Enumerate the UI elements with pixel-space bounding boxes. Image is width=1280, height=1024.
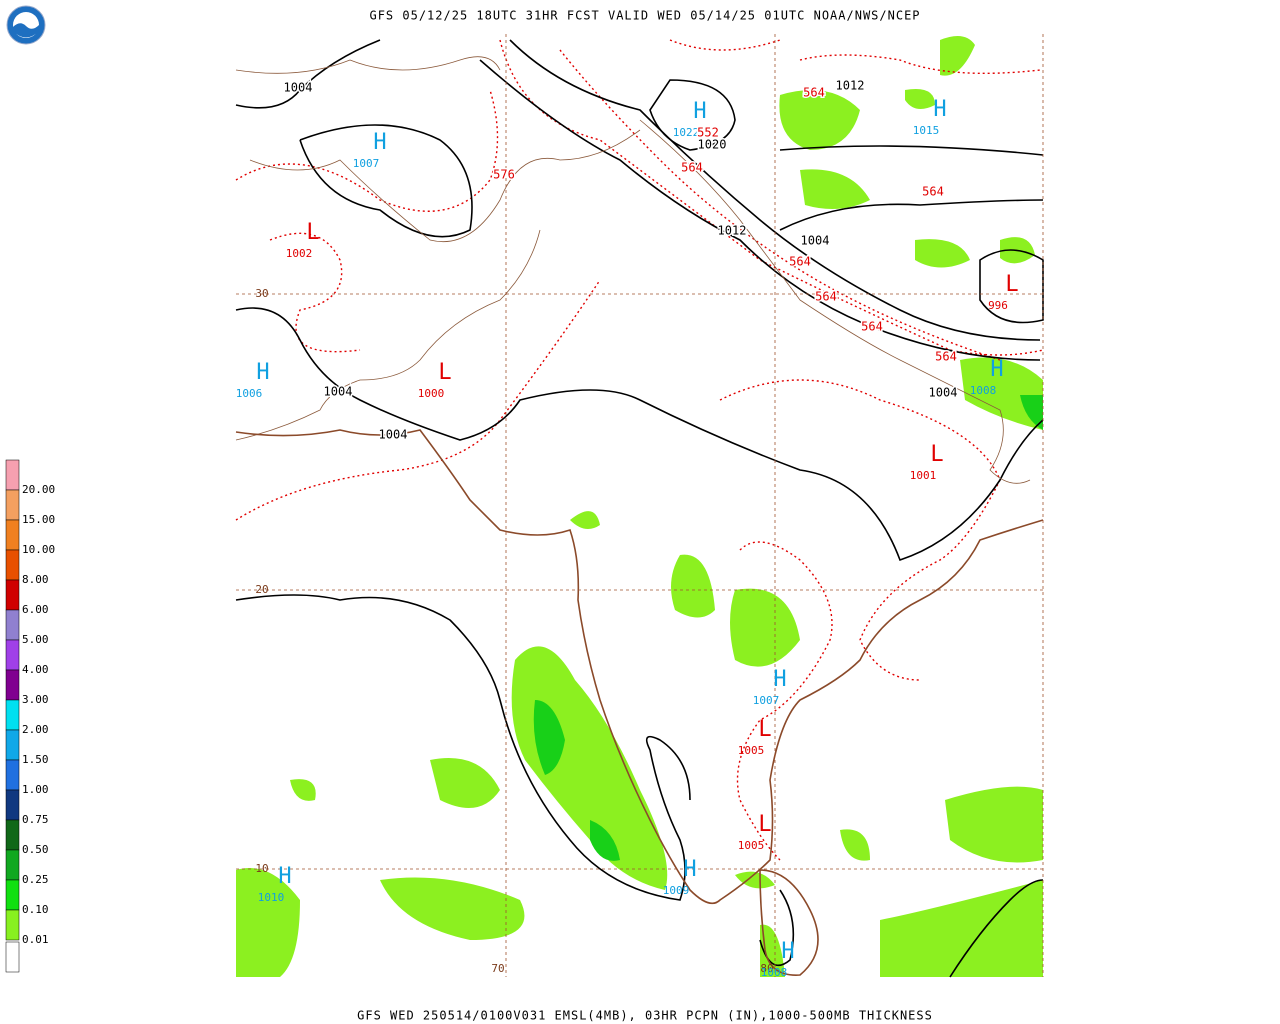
legend-swatch xyxy=(5,759,20,791)
legend-swatch xyxy=(5,879,20,911)
center-value: 1007 xyxy=(753,694,780,707)
thickness-label: 564 xyxy=(922,185,944,199)
center-letter: H xyxy=(781,939,794,964)
graticule xyxy=(236,34,1044,977)
legend-swatch xyxy=(5,909,20,941)
legend-label: 15.00 xyxy=(22,513,55,526)
legend-swatch xyxy=(5,669,20,701)
center-letter: H xyxy=(373,130,386,155)
thickness-label: 564 xyxy=(935,350,957,364)
grid-label: 10 xyxy=(255,862,268,875)
grid-label: 30 xyxy=(255,287,268,300)
legend-label: 0.10 xyxy=(22,903,49,916)
isobar-label: 1004 xyxy=(324,385,353,399)
footer-caption: GFS WED 250514/0100V031 EMSL(4MB), 03HR … xyxy=(357,1009,933,1023)
thickness-contours xyxy=(235,39,1044,861)
thickness-label: 564 xyxy=(681,161,703,175)
legend-swatch xyxy=(5,699,20,731)
legend-label: 10.00 xyxy=(22,543,55,556)
legend-label: 6.00 xyxy=(22,603,49,616)
center-letter: L xyxy=(1005,272,1018,297)
thickness-label: 576 xyxy=(493,168,515,182)
coastlines xyxy=(235,56,1044,976)
center-value: 1000 xyxy=(418,387,445,400)
thickness-label: 564 xyxy=(861,320,883,334)
isobar-label: 1020 xyxy=(698,138,727,152)
legend-swatch xyxy=(5,639,20,671)
thickness-label: 564 xyxy=(815,290,837,304)
isobar-label: 1004 xyxy=(284,81,313,95)
legend-label: 0.25 xyxy=(22,873,49,886)
legend-label: 5.00 xyxy=(22,633,49,646)
precipitation xyxy=(236,36,1043,977)
center-value: 1005 xyxy=(738,744,765,757)
header-title: GFS 05/12/25 18UTC 31HR FCST VALID WED 0… xyxy=(369,9,920,23)
legend-label: 1.50 xyxy=(22,753,49,766)
noaa-logo xyxy=(6,5,46,45)
legend-label: 1.00 xyxy=(22,783,49,796)
center-letter: L xyxy=(930,442,943,467)
center-letter: H xyxy=(773,667,786,692)
legend-label: 0.50 xyxy=(22,843,49,856)
thickness-label: 564 xyxy=(803,86,825,100)
center-letter: H xyxy=(278,864,291,889)
center-value: 1008 xyxy=(970,384,997,397)
legend-label: 4.00 xyxy=(22,663,49,676)
isobar-label: 1004 xyxy=(379,428,408,442)
isobar-label: 1012 xyxy=(718,224,747,238)
legend-label: 20.00 xyxy=(22,483,55,496)
center-value: 1008 xyxy=(761,966,788,979)
center-letter: L xyxy=(438,360,451,385)
center-value: 1002 xyxy=(286,247,313,260)
map-area xyxy=(235,34,1044,978)
legend-label: 0.75 xyxy=(22,813,49,826)
center-letter: H xyxy=(990,357,1003,382)
center-letter: L xyxy=(758,812,771,837)
thickness-label: 564 xyxy=(789,255,811,269)
isobars xyxy=(235,39,1044,978)
legend-label: 2.00 xyxy=(22,723,49,736)
legend-swatch xyxy=(5,789,20,821)
legend-swatch xyxy=(5,519,20,551)
center-letter: H xyxy=(256,360,269,385)
legend-swatch xyxy=(5,459,20,491)
legend-swatch xyxy=(5,819,20,851)
grid-label: 80 xyxy=(760,962,773,975)
isobar-label: 1012 xyxy=(836,79,865,93)
thickness-label: 552 xyxy=(697,126,719,140)
legend-blank xyxy=(5,941,20,973)
grid-label: 70 xyxy=(491,962,504,975)
isobar-label: 1004 xyxy=(929,386,958,400)
legend-swatch xyxy=(5,609,20,641)
center-value: 1009 xyxy=(663,884,690,897)
center-value: 1022 xyxy=(673,126,700,139)
center-letter: L xyxy=(758,717,771,742)
isobar-label: 1004 xyxy=(801,234,830,248)
center-letter: H xyxy=(693,99,706,124)
center-letter: H xyxy=(933,97,946,122)
center-value: 1010 xyxy=(258,891,285,904)
center-value: 1006 xyxy=(236,387,263,400)
legend-swatch xyxy=(5,549,20,581)
legend-label: 0.01 xyxy=(22,933,49,946)
grid-label: 20 xyxy=(255,583,268,596)
legend-swatch xyxy=(5,579,20,611)
center-value: 1007 xyxy=(353,157,380,170)
legend-swatch xyxy=(5,489,20,521)
center-value: 996 xyxy=(988,299,1008,312)
center-letter: L xyxy=(306,220,319,245)
legend-swatch xyxy=(5,849,20,881)
center-value: 1005 xyxy=(738,839,765,852)
legend-swatch xyxy=(5,729,20,761)
legend-label: 3.00 xyxy=(22,693,49,706)
legend-label: 8.00 xyxy=(22,573,49,586)
center-value: 1015 xyxy=(913,124,940,137)
center-value: 1001 xyxy=(910,469,937,482)
center-letter: H xyxy=(683,857,696,882)
